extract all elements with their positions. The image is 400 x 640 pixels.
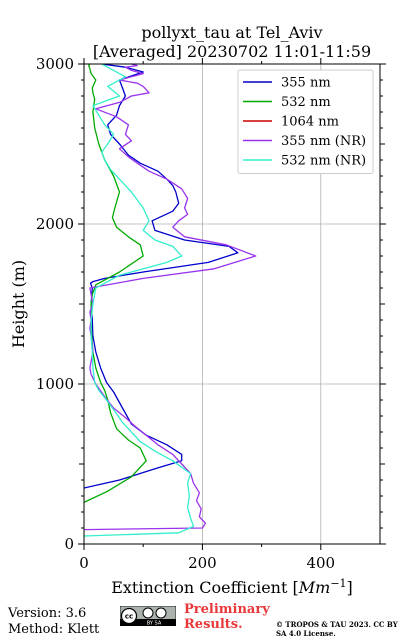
cc-license-logo: cc BY SA (120, 606, 176, 626)
cc-logo-band (120, 619, 176, 626)
x-axis-title-exp: −1 (330, 577, 346, 590)
x-tick-label: 0 (79, 554, 89, 572)
ticks: 0 200 400 0 1000 2000 3000 (36, 55, 386, 572)
legend-box (237, 69, 374, 174)
y-tick-label: 1000 (36, 375, 74, 393)
series-layer (84, 64, 257, 537)
preliminary-notice: Preliminary Results. (184, 602, 270, 632)
chart-title: pollyxt_tau at Tel_Aviv (141, 23, 322, 42)
x-tick-label: 400 (306, 554, 335, 572)
legend-label: 355 nm (NR) (281, 134, 366, 149)
series-line (84, 64, 239, 489)
x-axis-title-unit: Mm (298, 578, 331, 597)
series-line (84, 64, 257, 531)
copyright-notice: © TROPOS & TAU 2023. CC BY SA 4.0 Licens… (276, 620, 398, 638)
y-axis-title: Height (m) (9, 260, 28, 348)
chart-subtitle: [Averaged] 20230702 11:01-11:59 (93, 42, 371, 61)
cc-logo-caption: BY SA (147, 621, 162, 627)
x-axis-title-close: ] (347, 578, 353, 597)
series-line (84, 64, 195, 537)
version-label: Version: 3.6 (8, 606, 87, 621)
x-axis-title-main: Extinction Coefficient [ (111, 578, 299, 597)
y-tick-label: 0 (64, 535, 74, 553)
sa-icon (155, 607, 167, 619)
profile-chart: pollyxt_tau at Tel_Aviv [Averaged] 20230… (9, 23, 386, 597)
series-line (84, 64, 147, 503)
legend: 355 nm 532 nm 1064 nm 355 nm (NR) 532 nm (NR… (237, 69, 374, 174)
y-tick-label: 3000 (36, 55, 74, 73)
legend-label: 532 nm (281, 95, 331, 110)
x-axis-title: Extinction Coefficient [Mm−1] (111, 577, 353, 597)
legend-label: 355 nm (281, 76, 331, 91)
cc-icon-text: cc (125, 613, 133, 621)
method-label: Method: Klett (8, 622, 100, 637)
by-icon (142, 607, 154, 619)
x-tick-label: 200 (188, 554, 217, 572)
cc-icon (120, 607, 138, 625)
legend-label: 1064 nm (281, 115, 339, 130)
legend-label: 532 nm (NR) (281, 154, 366, 169)
y-tick-label: 2000 (36, 215, 74, 233)
